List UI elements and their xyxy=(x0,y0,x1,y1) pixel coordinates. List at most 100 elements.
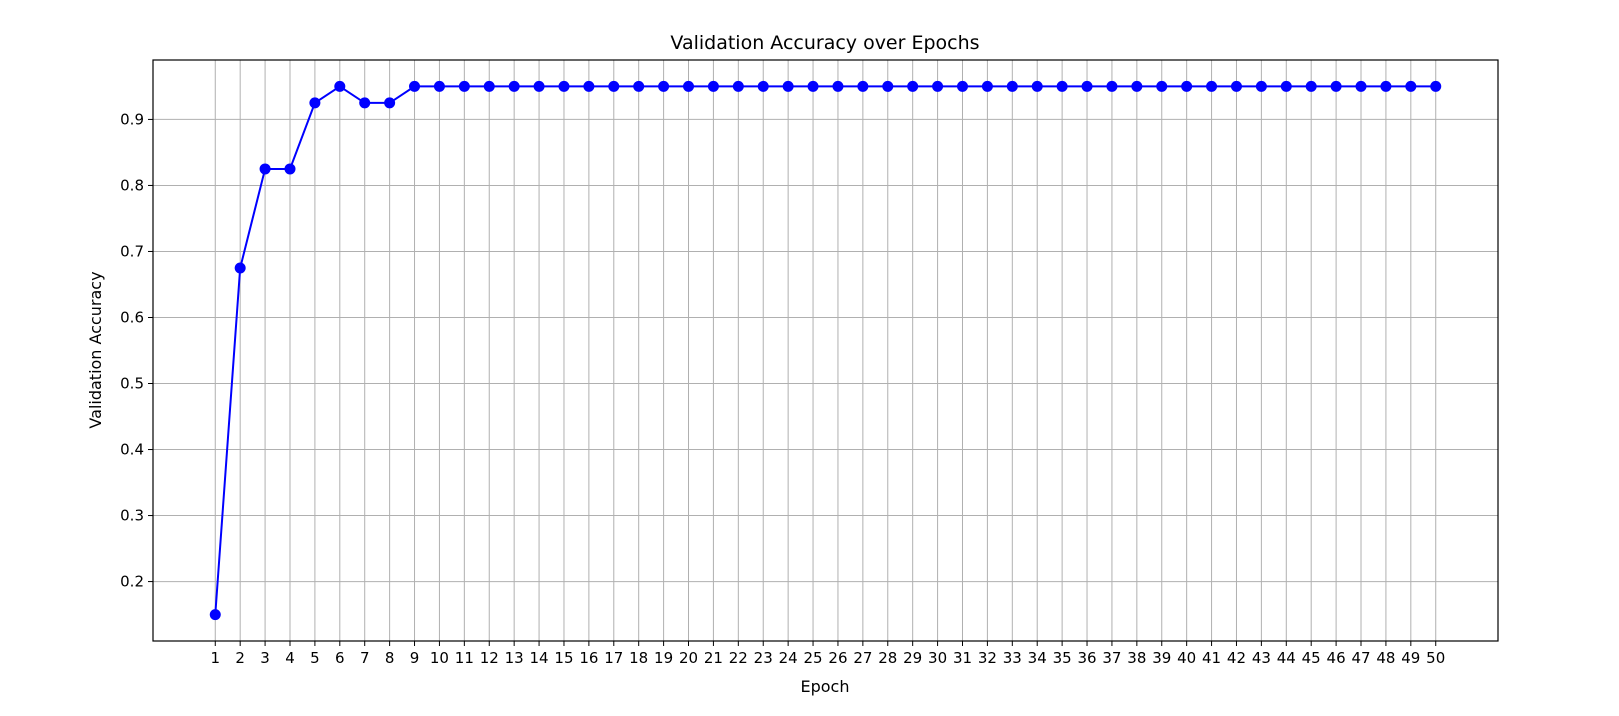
x-tick-label: 6 xyxy=(335,649,345,667)
x-tick-label: 30 xyxy=(928,649,947,667)
data-point xyxy=(608,80,620,92)
data-point xyxy=(757,80,769,92)
x-tick-label: 9 xyxy=(410,649,420,667)
data-point xyxy=(732,80,744,92)
data-point xyxy=(658,80,670,92)
data-point xyxy=(707,80,719,92)
data-point xyxy=(583,80,595,92)
y-tick-label: 0.8 xyxy=(120,176,144,194)
data-point xyxy=(1006,80,1018,92)
data-point xyxy=(782,80,794,92)
data-point xyxy=(359,97,371,109)
x-tick-label: 19 xyxy=(654,649,673,667)
data-point xyxy=(384,97,396,109)
data-point xyxy=(1330,80,1342,92)
data-point xyxy=(1181,80,1193,92)
data-point xyxy=(882,80,894,92)
y-axis-label: Validation Accuracy xyxy=(86,271,105,428)
data-point xyxy=(1355,80,1367,92)
x-tick-label: 49 xyxy=(1401,649,1420,667)
series xyxy=(209,80,1442,621)
data-point xyxy=(1081,80,1093,92)
data-point xyxy=(1280,80,1292,92)
x-tick-label: 36 xyxy=(1077,649,1096,667)
data-point xyxy=(981,80,993,92)
chart-title: Validation Accuracy over Epochs xyxy=(670,32,979,54)
x-tick-label: 45 xyxy=(1302,649,1321,667)
data-point xyxy=(683,80,695,92)
data-point xyxy=(1430,80,1442,92)
x-tick-label: 16 xyxy=(579,649,598,667)
data-point xyxy=(209,609,221,621)
data-point xyxy=(1106,80,1118,92)
x-tick-label: 8 xyxy=(385,649,395,667)
x-tick-label: 38 xyxy=(1127,649,1146,667)
x-tick-label: 27 xyxy=(853,649,872,667)
x-tick-label: 28 xyxy=(878,649,897,667)
data-point xyxy=(1156,80,1168,92)
x-tick-label: 37 xyxy=(1102,649,1121,667)
x-tick-label: 35 xyxy=(1053,649,1072,667)
x-tick-label: 24 xyxy=(779,649,798,667)
y-tick-label: 0.6 xyxy=(120,308,144,326)
x-tick-label: 10 xyxy=(430,649,449,667)
plot-frame xyxy=(152,59,1499,642)
series-line xyxy=(214,85,1436,615)
data-point xyxy=(857,80,869,92)
data-point xyxy=(309,97,321,109)
y-tick-label: 0.7 xyxy=(120,242,144,260)
x-tick-label: 11 xyxy=(455,649,474,667)
x-axis-label: Epoch xyxy=(801,677,850,696)
data-point xyxy=(907,80,919,92)
data-point xyxy=(259,163,271,175)
data-point xyxy=(832,80,844,92)
x-tick-label: 40 xyxy=(1177,649,1196,667)
data-point xyxy=(409,80,421,92)
data-point xyxy=(1056,80,1068,92)
data-point xyxy=(1305,80,1317,92)
x-tick-label: 26 xyxy=(828,649,847,667)
data-point xyxy=(234,262,246,274)
data-point xyxy=(483,80,495,92)
x-tick-label: 17 xyxy=(604,649,623,667)
x-tick-label: 23 xyxy=(754,649,773,667)
data-point xyxy=(1405,80,1417,92)
x-tick-label: 18 xyxy=(629,649,648,667)
y-tick-label: 0.5 xyxy=(120,375,144,393)
x-tick-label: 32 xyxy=(978,649,997,667)
x-tick-label: 3 xyxy=(260,649,270,667)
x-tick-label: 46 xyxy=(1327,649,1346,667)
data-point xyxy=(1380,80,1392,92)
data-point xyxy=(558,80,570,92)
x-tick-label: 41 xyxy=(1202,649,1221,667)
x-tick-label: 31 xyxy=(953,649,972,667)
x-tick-label: 25 xyxy=(803,649,822,667)
data-point xyxy=(334,80,346,92)
x-tick-label: 15 xyxy=(554,649,573,667)
y-tick-label: 0.9 xyxy=(120,110,144,128)
data-point xyxy=(932,80,944,92)
x-tick-label: 47 xyxy=(1351,649,1370,667)
y-tick-label: 0.3 xyxy=(120,507,144,525)
data-point xyxy=(533,80,545,92)
grid xyxy=(153,60,1498,641)
data-point xyxy=(458,80,470,92)
x-tick-label: 50 xyxy=(1426,649,1445,667)
x-tick-label: 7 xyxy=(360,649,370,667)
data-point xyxy=(633,80,645,92)
x-tick-label: 22 xyxy=(729,649,748,667)
x-tick-label: 48 xyxy=(1376,649,1395,667)
data-point xyxy=(508,80,520,92)
x-tick-label: 20 xyxy=(679,649,698,667)
x-tick-label: 1 xyxy=(210,649,220,667)
data-point xyxy=(807,80,819,92)
x-tick-label: 39 xyxy=(1152,649,1171,667)
x-tick-label: 5 xyxy=(310,649,320,667)
data-point xyxy=(1031,80,1043,92)
y-tick-label: 0.2 xyxy=(120,573,144,591)
axes-ticks: 1 2 3 4 5 6 7 8 9 10 11 12 13 14 15 16 17 18 19 20 21 22 23 24 2… xyxy=(120,110,1445,667)
x-tick-label: 4 xyxy=(285,649,295,667)
data-point xyxy=(1131,80,1143,92)
data-point xyxy=(1230,80,1242,92)
data-point xyxy=(433,80,445,92)
